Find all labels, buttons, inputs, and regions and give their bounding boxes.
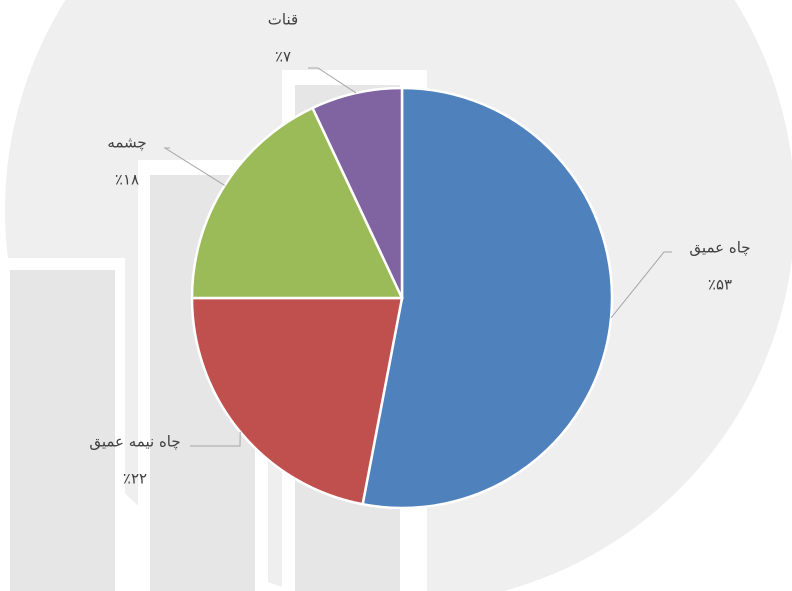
category-label: چاه عمیق (689, 239, 750, 257)
value-label: ٪۲۲ (123, 470, 147, 488)
category-label: قنات (268, 11, 298, 29)
leader-line (308, 67, 357, 94)
leader-line (190, 431, 241, 447)
pie-slice (190, 296, 404, 506)
leader-line (163, 147, 225, 186)
category-label: چشمه (107, 134, 146, 152)
category-label: چاه نیمه عمیق (89, 433, 180, 451)
value-label: ٪۵۳ (708, 276, 732, 294)
leader-line (610, 251, 672, 319)
value-label: ٪۱۸ (115, 171, 139, 189)
value-label: ٪۷ (275, 48, 291, 66)
